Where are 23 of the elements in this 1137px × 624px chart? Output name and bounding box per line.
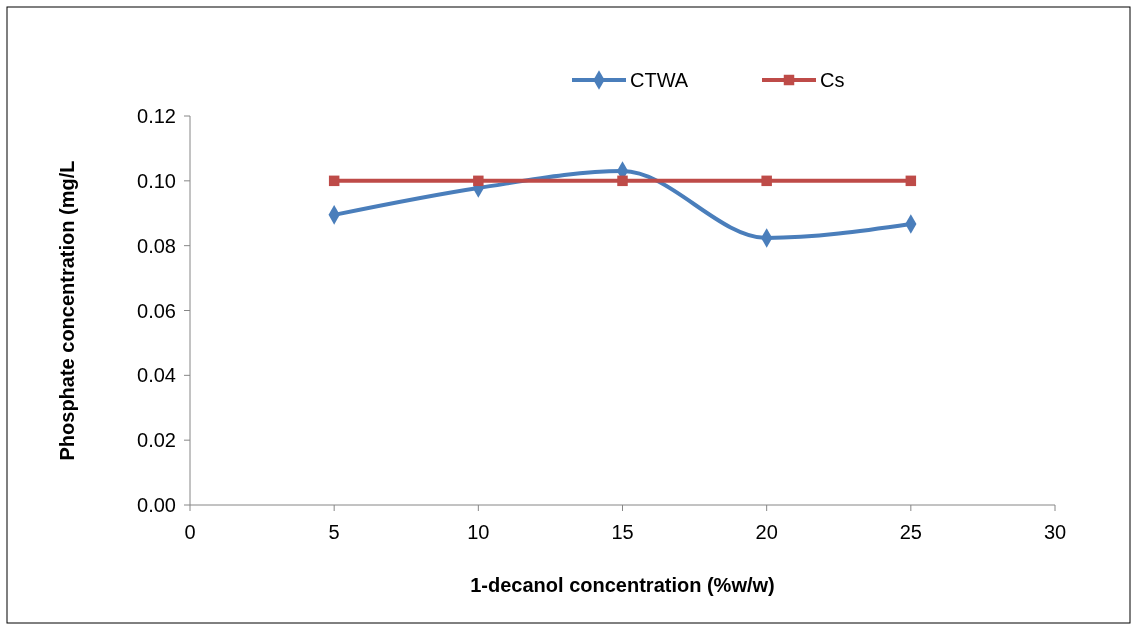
y-tick-label: 0.04 <box>137 364 176 387</box>
x-tick-label: 25 <box>899 521 922 543</box>
y-tick-label: 0.12 <box>137 105 176 127</box>
x-tick-label: 10 <box>467 521 490 543</box>
point <box>328 175 340 187</box>
y-tick-label: 0.10 <box>137 169 176 192</box>
y-tick-label: 0.08 <box>137 234 176 257</box>
legend-label: CTWA <box>630 69 689 91</box>
y-tick-label: 0.02 <box>137 429 176 452</box>
point <box>473 175 484 187</box>
x-tick-label: 20 <box>755 521 778 543</box>
y-tick-label: 0.06 <box>137 299 176 322</box>
x-tick-label: 0 <box>184 521 196 543</box>
point <box>905 175 917 187</box>
x-tick-label: 15 <box>611 521 634 543</box>
point <box>761 175 772 187</box>
legend-label: Cs <box>820 69 845 91</box>
y-tick-label: 0.00 <box>137 494 176 516</box>
point <box>617 175 628 187</box>
x-axis-title: 1-decanol concentration (%w/w) <box>470 574 775 596</box>
x-tick-label: 30 <box>1043 521 1067 543</box>
x-tick-label: 5 <box>328 521 340 543</box>
y-axis-title: Phosphate concentration (mg/L <box>56 160 78 461</box>
